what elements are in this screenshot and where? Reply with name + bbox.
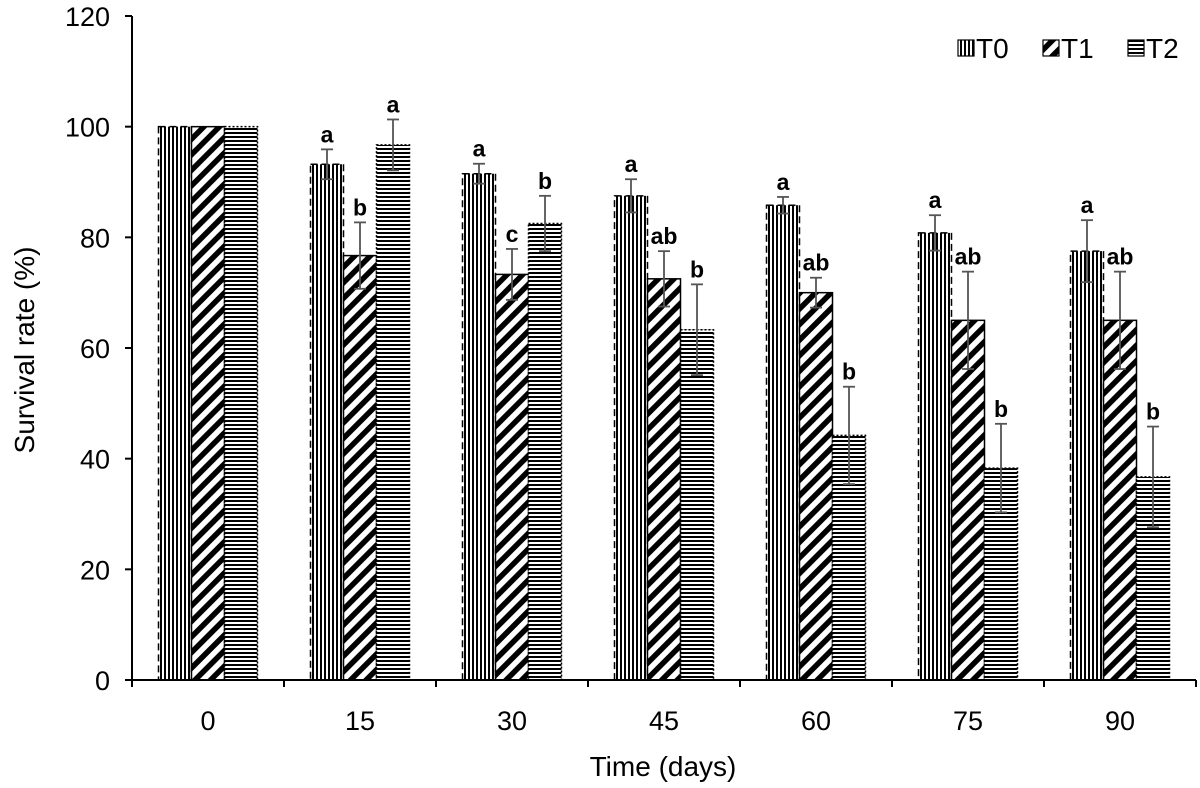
bar-t2-day-0 — [223, 125, 259, 681]
legend-swatch-t0 — [957, 39, 975, 57]
legend-swatch-t2 — [1127, 39, 1145, 57]
legend-label-t1: T1 — [1061, 33, 1094, 64]
legend-swatch-t1 — [1042, 39, 1060, 57]
significance-label: a — [929, 187, 942, 213]
y-tick-label: 0 — [95, 666, 110, 696]
bar-t2-day-30 — [527, 222, 563, 681]
bar-t0-day-30 — [461, 172, 497, 681]
legend-label-t2: T2 — [1146, 33, 1179, 64]
x-tick-label: 30 — [497, 706, 527, 736]
significance-label: b — [353, 194, 367, 220]
x-tick-label: 60 — [801, 706, 831, 736]
bar-t1-day-60 — [798, 291, 834, 681]
bar-t1-day-75 — [950, 319, 986, 681]
bar-t0-day-75 — [917, 232, 953, 681]
bar-t1-day-15 — [342, 254, 378, 681]
significance-label: c — [506, 221, 519, 247]
x-axis-ticks: 0 15 30 45 60 75 90 — [131, 680, 1197, 736]
y-axis-ticks: 0 20 40 60 80 100 120 — [65, 2, 132, 696]
bar-t0-day-15 — [309, 163, 345, 681]
bar-t0-day-0 — [157, 125, 193, 681]
y-tick-label: 100 — [65, 113, 110, 143]
y-tick-label: 60 — [80, 334, 110, 364]
y-tick-label: 20 — [80, 555, 110, 585]
x-tick-label: 75 — [953, 706, 983, 736]
y-axis-title: Survival rate (%) — [9, 247, 40, 454]
bar-t2-day-15 — [375, 144, 411, 681]
legend-label-t0: T0 — [976, 33, 1009, 64]
bar-t0-day-60 — [765, 204, 801, 681]
significance-label: b — [690, 256, 704, 282]
x-tick-label: 0 — [200, 706, 215, 736]
bar-t1-day-45 — [646, 278, 682, 681]
significance-label: a — [321, 121, 334, 147]
significance-label: a — [387, 91, 400, 117]
significance-label: ab — [1107, 244, 1134, 270]
significance-label: a — [473, 136, 486, 162]
legend: T0 T1 T2 — [957, 33, 1179, 64]
bar-t0-day-45 — [613, 195, 649, 681]
significance-label: ab — [803, 250, 830, 276]
significance-label: a — [625, 151, 638, 177]
significance-label: a — [1081, 192, 1094, 218]
bar-t1-day-90 — [1102, 319, 1138, 681]
significance-label: b — [538, 168, 552, 194]
significance-label: ab — [651, 223, 678, 249]
x-axis-title: Time (days) — [590, 751, 737, 782]
x-tick-label: 45 — [649, 706, 679, 736]
significance-label: b — [1146, 399, 1160, 425]
bar-t1-day-30 — [494, 273, 530, 681]
y-tick-label: 80 — [80, 223, 110, 253]
y-tick-label: 120 — [65, 2, 110, 32]
significance-label: a — [777, 169, 790, 195]
bar-t1-day-0 — [190, 125, 226, 681]
bar-t2-day-45 — [679, 328, 715, 681]
bars-layer — [157, 125, 1171, 681]
significance-label: b — [842, 359, 856, 385]
significance-label: b — [994, 396, 1008, 422]
error-bars-layer — [321, 118, 1159, 529]
x-tick-label: 90 — [1105, 706, 1135, 736]
bar-t0-day-90 — [1069, 250, 1105, 681]
y-tick-label: 40 — [80, 445, 110, 475]
x-tick-label: 15 — [345, 706, 375, 736]
significance-label: ab — [955, 244, 982, 270]
